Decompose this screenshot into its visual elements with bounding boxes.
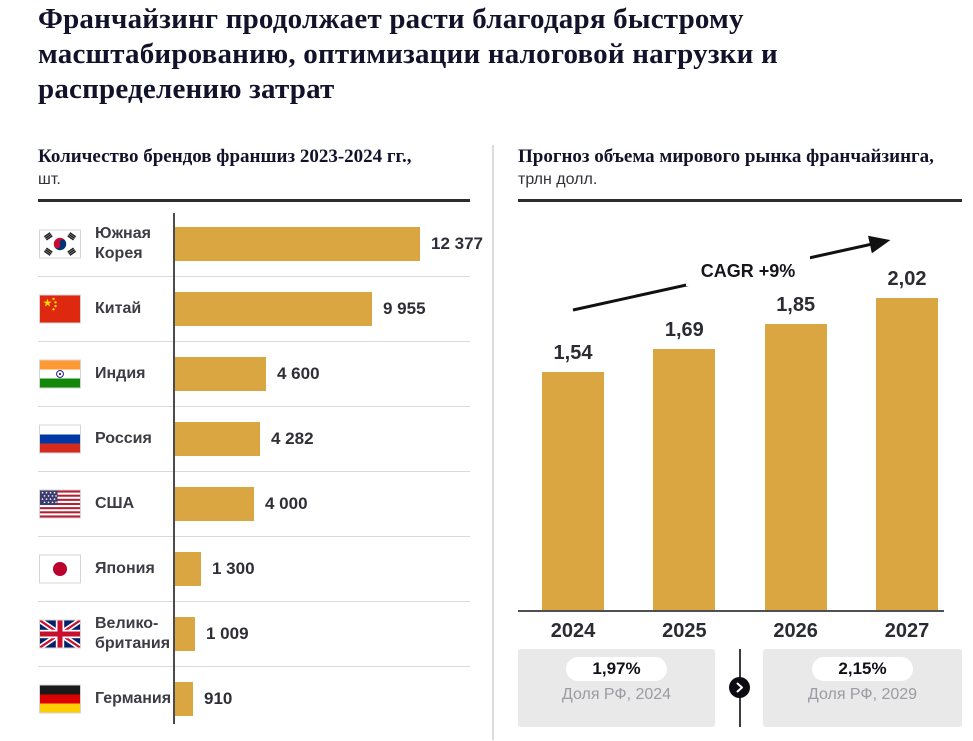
bar-value-label: 4 000 — [265, 494, 308, 513]
country-label: Россия — [95, 430, 152, 447]
page-title-line-3: распределению затрат — [38, 73, 335, 105]
japan-flag-icon — [39, 554, 81, 584]
bar-value-label: 4 600 — [277, 364, 320, 383]
table-row-usa: США 4 000 — [38, 472, 470, 537]
forecast-bar — [542, 372, 604, 610]
left-chart-unit: шт. — [38, 171, 61, 188]
left-chart-axis-line — [173, 213, 175, 724]
right-heading-rule — [518, 199, 962, 202]
country-label: Индия — [95, 365, 146, 382]
forecast-bar — [875, 298, 938, 610]
page-title-line-2: масштабированию, оптимизации налоговой н… — [38, 38, 778, 70]
country-label: Велико-британия — [95, 615, 171, 652]
rf-share-2029-value: 2,15% — [812, 657, 913, 681]
rf-share-2024-badge: 1,97% Доля РФ, 2024 — [518, 649, 715, 727]
country-label: Южная Корея — [95, 225, 151, 262]
south-korea-flag-icon — [39, 229, 81, 259]
brand-count-bar — [175, 617, 195, 651]
table-row-south-korea: Южная Корея 12 377 — [38, 212, 483, 277]
bar-value-label: 4 282 — [271, 429, 314, 448]
table-row-germany: Германия 910 — [38, 667, 470, 731]
country-label: Япония — [95, 560, 155, 577]
forecast-bar-group-2026: 1,85 — [764, 294, 827, 610]
left-heading-rule — [38, 199, 470, 202]
brand-count-rows: Южная Корея 12 377 Китай 9 955 Индия 4 600 Росс… — [38, 212, 483, 731]
table-row-china: Китай 9 955 — [38, 277, 470, 342]
forecast-axis-line — [518, 610, 944, 612]
bar-value-label: 1,69 — [664, 319, 704, 341]
usa-flag-icon — [39, 489, 81, 519]
brand-count-bar — [175, 357, 266, 391]
year-label: 2027 — [884, 620, 930, 642]
table-row-russia: Россия 4 282 — [38, 407, 470, 472]
country-label: Германия — [95, 690, 172, 707]
right-chart-unit: трлн долл. — [518, 171, 598, 188]
uk-flag-icon — [39, 619, 81, 649]
table-row-japan: Япония 1 300 — [38, 537, 470, 602]
forecast-bar-group-2025: 1,69 — [653, 319, 716, 610]
left-chart-heading: Количество брендов франшиз 2023-2024 гг.… — [38, 146, 412, 167]
bar-value-label: 1,85 — [776, 294, 816, 316]
cagr-label: CAGR +9% — [701, 261, 796, 281]
page-title-line-1: Франчайзинг продолжает расти благодаря б… — [38, 3, 744, 35]
rf-share-2024-value: 1,97% — [566, 657, 667, 681]
brand-count-panel: Количество брендов франшиз 2023-2024 гг.… — [38, 144, 483, 731]
brand-count-bar — [175, 422, 260, 456]
forecast-years: 2024 2025 2026 2027 — [542, 620, 938, 643]
rf-share-2029-caption: Доля РФ, 2029 — [807, 686, 918, 703]
forecast-bar — [653, 349, 716, 610]
bar-value-label: 2,02 — [887, 268, 927, 290]
page-title: Франчайзинг продолжает расти благодаря б… — [38, 2, 968, 107]
india-flag-icon — [39, 359, 81, 389]
cagr-trend-arrow: CAGR +9% — [572, 235, 891, 312]
forecast-bars: 1,54 1,69 1,85 2,02 — [542, 250, 938, 610]
forecast-bar — [764, 324, 827, 610]
year-label: 2026 — [773, 620, 818, 642]
table-row-uk: Велико-британия 1 009 — [38, 602, 470, 667]
forecast-bar-group-2027: 2,02 — [875, 268, 938, 610]
market-forecast-panel: Прогноз объема мирового рынка франчайзин… — [518, 144, 962, 202]
country-label: Китай — [95, 300, 142, 317]
table-row-india: Индия 4 600 — [38, 342, 470, 407]
germany-flag-icon — [39, 684, 81, 714]
rf-share-2024-caption: Доля РФ, 2024 — [561, 686, 672, 703]
brand-count-bar — [175, 682, 193, 716]
year-label: 2024 — [550, 620, 596, 642]
cagr-label-backdrop — [686, 256, 810, 286]
brand-count-bar — [175, 487, 254, 521]
right-chart-heading: Прогноз объема мирового рынка франчайзин… — [518, 146, 934, 167]
russia-flag-icon — [39, 424, 81, 454]
bar-value-label: 9 955 — [383, 299, 426, 318]
brand-count-bar — [175, 292, 372, 326]
bar-value-label: 12 377 — [431, 234, 483, 253]
brand-count-bar — [175, 552, 201, 586]
year-label: 2025 — [662, 620, 707, 642]
bar-value-label: 1 009 — [206, 624, 249, 643]
bar-value-label: 910 — [204, 689, 233, 708]
bar-value-label: 1,54 — [553, 342, 593, 364]
bar-value-label: 1 300 — [212, 559, 255, 578]
panel-divider — [492, 145, 494, 740]
country-label: США — [95, 495, 135, 512]
china-flag-icon — [39, 294, 81, 324]
brand-count-bar — [175, 227, 420, 261]
forecast-bar-group-2024: 1,54 — [542, 342, 604, 610]
chevron-right-icon — [729, 677, 750, 698]
rf-share-2029-badge: 2,15% Доля РФ, 2029 — [763, 649, 962, 727]
